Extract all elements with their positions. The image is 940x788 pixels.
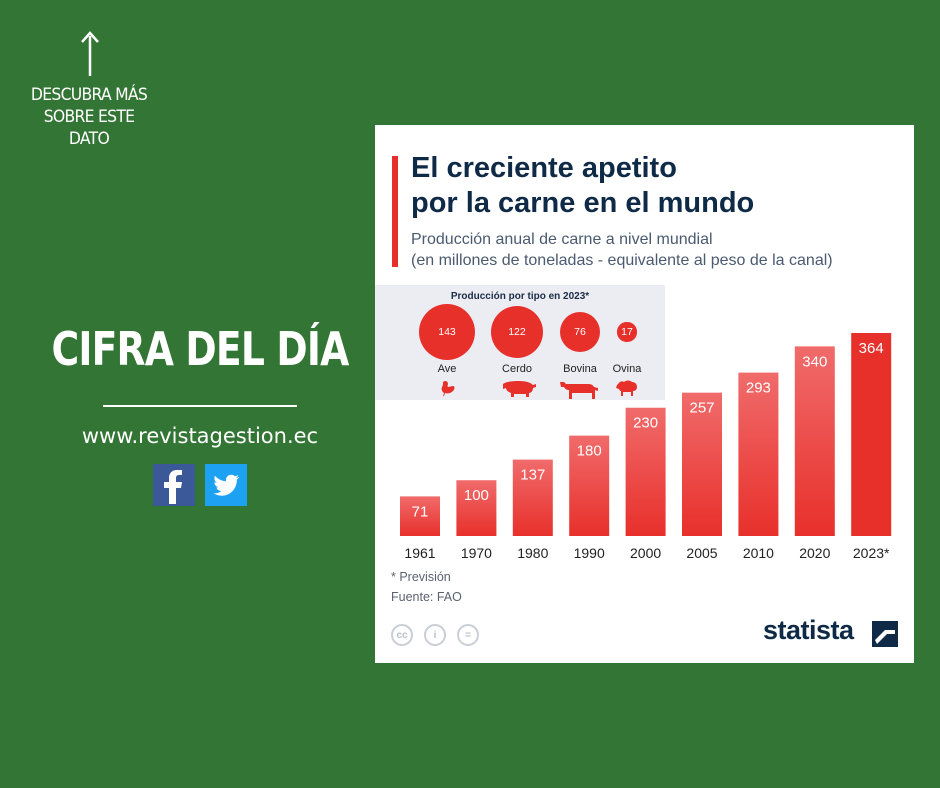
bubble-bovina: 76 — [559, 311, 601, 353]
bar-value-label: 257 — [689, 400, 714, 417]
chart-subtitle: Producción anual de carne a nivel mundia… — [411, 229, 901, 271]
creative-commons-icon[interactable]: cc — [391, 624, 413, 646]
inset-title: Producción por tipo en 2023* — [450, 291, 590, 302]
promo-line: DATO — [68, 129, 110, 149]
attribution-icon[interactable]: i — [424, 624, 446, 646]
cow-icon — [558, 378, 602, 405]
title-accent-bar — [392, 156, 398, 267]
bar-2010 — [738, 372, 779, 536]
bar-2000 — [625, 407, 666, 536]
sheep-icon — [615, 378, 639, 403]
facebook-icon[interactable] — [153, 464, 195, 506]
bubble-label: Ave — [437, 363, 457, 375]
bar-value-label: 230 — [633, 415, 658, 432]
x-tick-label: 1961 — [404, 545, 435, 561]
chart-title: El creciente apetito por la carne en el … — [411, 151, 891, 221]
inset-bubble-chart: Producción por tipo en 2023* 143 Ave 122 Ce… — [375, 285, 665, 400]
x-tick-label: 1980 — [517, 545, 548, 561]
chart-title-line: El creciente apetito — [411, 152, 677, 184]
twitter-icon[interactable] — [205, 464, 247, 506]
footnote: * Previsión — [391, 570, 451, 584]
statista-logo[interactable]: statista — [763, 615, 854, 645]
x-tick-label: 1990 — [574, 545, 605, 561]
bubble-label: Cerdo — [502, 363, 532, 375]
bar-value-label: 137 — [520, 467, 545, 484]
x-tick-label: 2023* — [853, 545, 890, 561]
divider — [103, 405, 297, 407]
up-arrow-icon — [81, 31, 99, 76]
bar-1990 — [569, 435, 610, 536]
x-tick-label: 2010 — [743, 545, 774, 561]
bar-value-label: 340 — [802, 353, 827, 370]
bar-1970 — [456, 480, 497, 536]
bar-2005 — [682, 392, 722, 536]
promo-line: SOBRE ESTE — [43, 107, 135, 127]
website-link[interactable]: www.revistagestion.ec — [81, 424, 319, 448]
x-tick-label: 1970 — [461, 545, 492, 561]
bar-value-label: 180 — [577, 443, 602, 460]
pig-icon — [497, 378, 537, 403]
x-tick-label: 2000 — [630, 545, 661, 561]
bubble-cerdo: 122 — [491, 306, 543, 358]
chart-subtitle-line: Producción anual de carne a nivel mundia… — [411, 231, 713, 248]
bar-1961 — [400, 496, 440, 536]
bubble-ave: 143 — [419, 304, 475, 360]
bar-value-label: 364 — [859, 340, 884, 357]
page-headline: CIFRA DEL DÍA — [51, 322, 350, 376]
promo-line: DESCUBRA MÁS — [30, 85, 148, 105]
bar-value-label: 100 — [464, 487, 489, 504]
chart-card: El creciente apetito por la carne en el … — [375, 125, 914, 663]
bar-2023* — [851, 333, 892, 536]
chicken-icon — [437, 378, 457, 403]
bar-value-label: 71 — [412, 503, 429, 520]
bar-value-label: 293 — [746, 380, 771, 397]
bubble-label: Ovina — [612, 363, 642, 375]
no-derivatives-icon[interactable]: = — [457, 624, 479, 646]
bar-1980 — [512, 459, 553, 536]
chart-subtitle-line: (en millones de toneladas - equivalente … — [411, 252, 833, 269]
discover-more-link[interactable]: DESCUBRA MÁS SOBRE ESTE DATO — [18, 84, 160, 150]
source: Fuente: FAO — [391, 590, 462, 604]
x-tick-label: 2020 — [799, 545, 830, 561]
bubble-label: Bovina — [563, 363, 597, 375]
bubble-ovina: 17 — [617, 322, 637, 342]
chart-title-line: por la carne en el mundo — [411, 187, 755, 219]
x-tick-label: 2005 — [686, 545, 717, 561]
statista-mark-icon — [872, 621, 898, 647]
bar-2020 — [794, 346, 835, 536]
